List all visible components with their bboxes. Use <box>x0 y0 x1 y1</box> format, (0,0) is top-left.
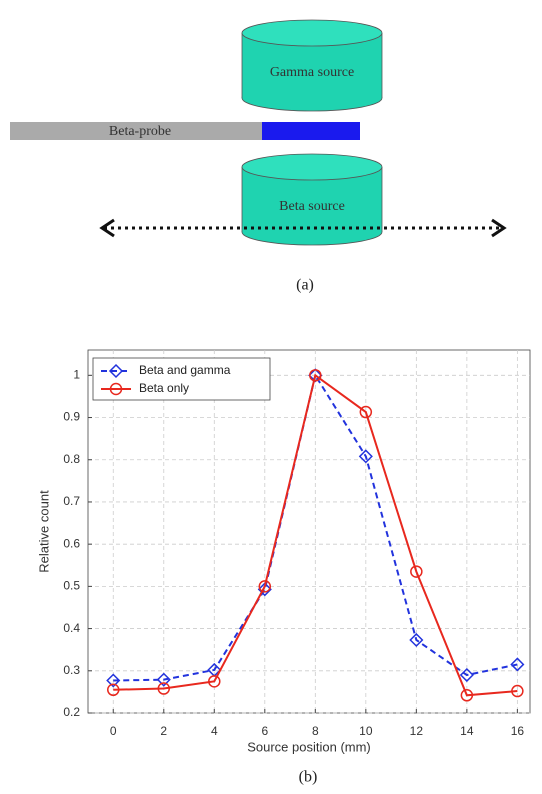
circle-marker <box>208 675 221 688</box>
x-tick-label: 4 <box>211 724 218 738</box>
series-line <box>113 373 518 697</box>
x-axis-label: Source position (mm) <box>247 739 371 754</box>
probe-body <box>10 122 262 140</box>
circle-marker <box>309 369 322 382</box>
y-tick-label: 0.7 <box>63 494 80 508</box>
series-line <box>113 372 518 682</box>
diamond-marker <box>106 673 121 688</box>
diamond-marker <box>358 449 373 464</box>
beta-label: Beta source <box>279 199 345 214</box>
y-tick-label: 0.5 <box>63 579 80 593</box>
x-tick-label: 2 <box>160 724 167 738</box>
x-tick-label: 14 <box>460 724 474 738</box>
circle-marker <box>107 683 120 697</box>
diamond-marker <box>409 632 424 648</box>
x-tick-label: 8 <box>312 724 319 738</box>
y-tick-label: 0.9 <box>63 410 80 424</box>
diamond-marker <box>459 667 474 683</box>
x-tick-label: 0 <box>110 724 117 738</box>
diamond-marker <box>257 582 272 597</box>
x-tick-label: 10 <box>359 724 373 738</box>
y-tick-label: 0.3 <box>63 663 80 677</box>
probe-label: Beta-probe <box>109 124 171 139</box>
y-tick-label: 0.6 <box>63 536 80 550</box>
beta-cylinder-top <box>241 153 383 181</box>
circle-marker <box>359 405 373 419</box>
x-tick-label: 16 <box>511 724 525 738</box>
circle-marker <box>511 684 524 698</box>
chart: 0.20.30.40.50.60.70.80.910 2 4 6 8 10 12 14 16So… <box>36 349 531 786</box>
circle-marker <box>109 382 123 396</box>
probe-tip <box>262 122 360 140</box>
x-tick-label: 12 <box>410 724 424 738</box>
circle-marker <box>258 580 272 593</box>
gamma-label: Gamma source <box>270 65 354 80</box>
arrow-head <box>491 218 507 238</box>
y-tick-label: 1 <box>73 367 80 381</box>
x-tick-label: 6 <box>261 724 268 738</box>
y-tick-label: 0.8 <box>63 452 80 466</box>
y-axis-label: Relative count <box>36 490 51 573</box>
gamma-cylinder-top <box>241 19 383 47</box>
y-tick-label: 0.2 <box>63 705 80 719</box>
diagram: Gamma source Beta-probe Beta source (a) <box>10 19 507 294</box>
diamond-marker <box>156 672 171 687</box>
arrow-head <box>99 218 115 238</box>
legend-label: Beta and gamma <box>139 363 231 377</box>
circle-marker <box>410 565 423 578</box>
diamond-marker <box>510 657 525 672</box>
circle-marker <box>157 682 171 695</box>
plot-area <box>87 349 531 714</box>
legend-label: Beta only <box>139 381 189 395</box>
legend-box <box>92 357 271 401</box>
caption-b: (b) <box>299 769 318 786</box>
diamond-marker <box>108 363 124 379</box>
caption-a: (a) <box>296 277 314 294</box>
circle-marker <box>460 689 474 702</box>
y-tick-label: 0.4 <box>63 621 80 635</box>
